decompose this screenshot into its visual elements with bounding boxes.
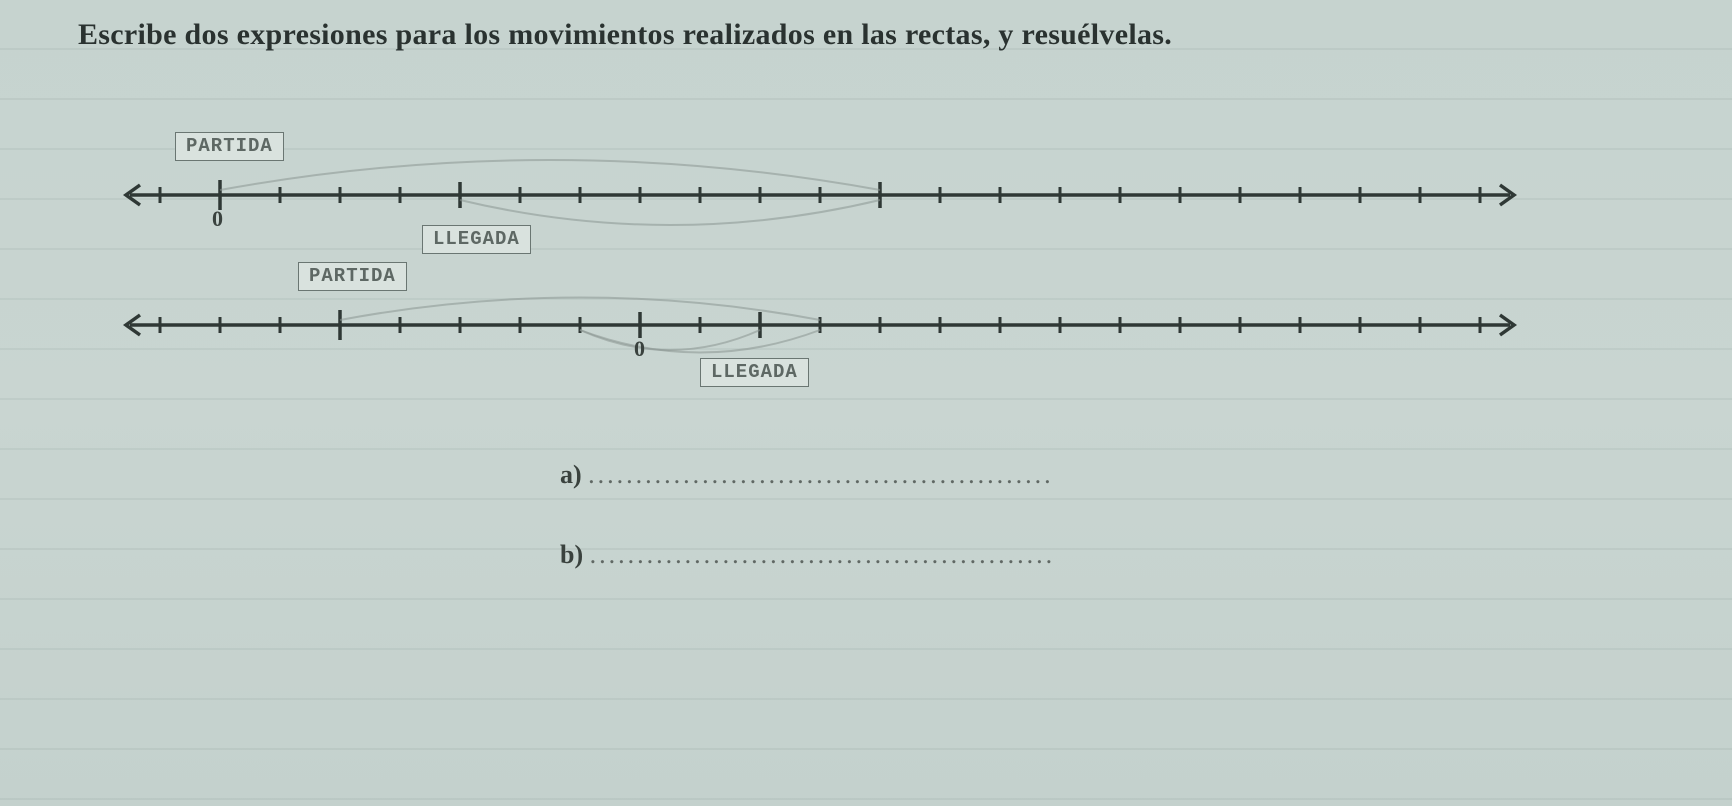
llegada-label-1: LLEGADA xyxy=(422,225,531,254)
number-line-1: PARTIDA xyxy=(60,140,1540,260)
answer-a: a) .....................................… xyxy=(560,460,1054,490)
partida-label-2: PARTIDA xyxy=(298,262,407,291)
answer-a-dots: ........................................… xyxy=(588,460,1054,489)
answer-b-dots: ........................................… xyxy=(590,540,1056,569)
partida-label-1: PARTIDA xyxy=(175,132,284,161)
zero-label-2: 0 xyxy=(634,336,645,362)
number-line-2: PARTIDA xyxy=(60,270,1540,400)
page-title: Escribe dos expresiones para los movimie… xyxy=(78,18,1172,52)
answer-b: b) .....................................… xyxy=(560,540,1055,570)
llegada-label-2: LLEGADA xyxy=(700,358,809,387)
answer-b-label: b) xyxy=(560,540,583,569)
zero-label-1: 0 xyxy=(212,206,223,232)
answer-a-label: a) xyxy=(560,460,582,489)
